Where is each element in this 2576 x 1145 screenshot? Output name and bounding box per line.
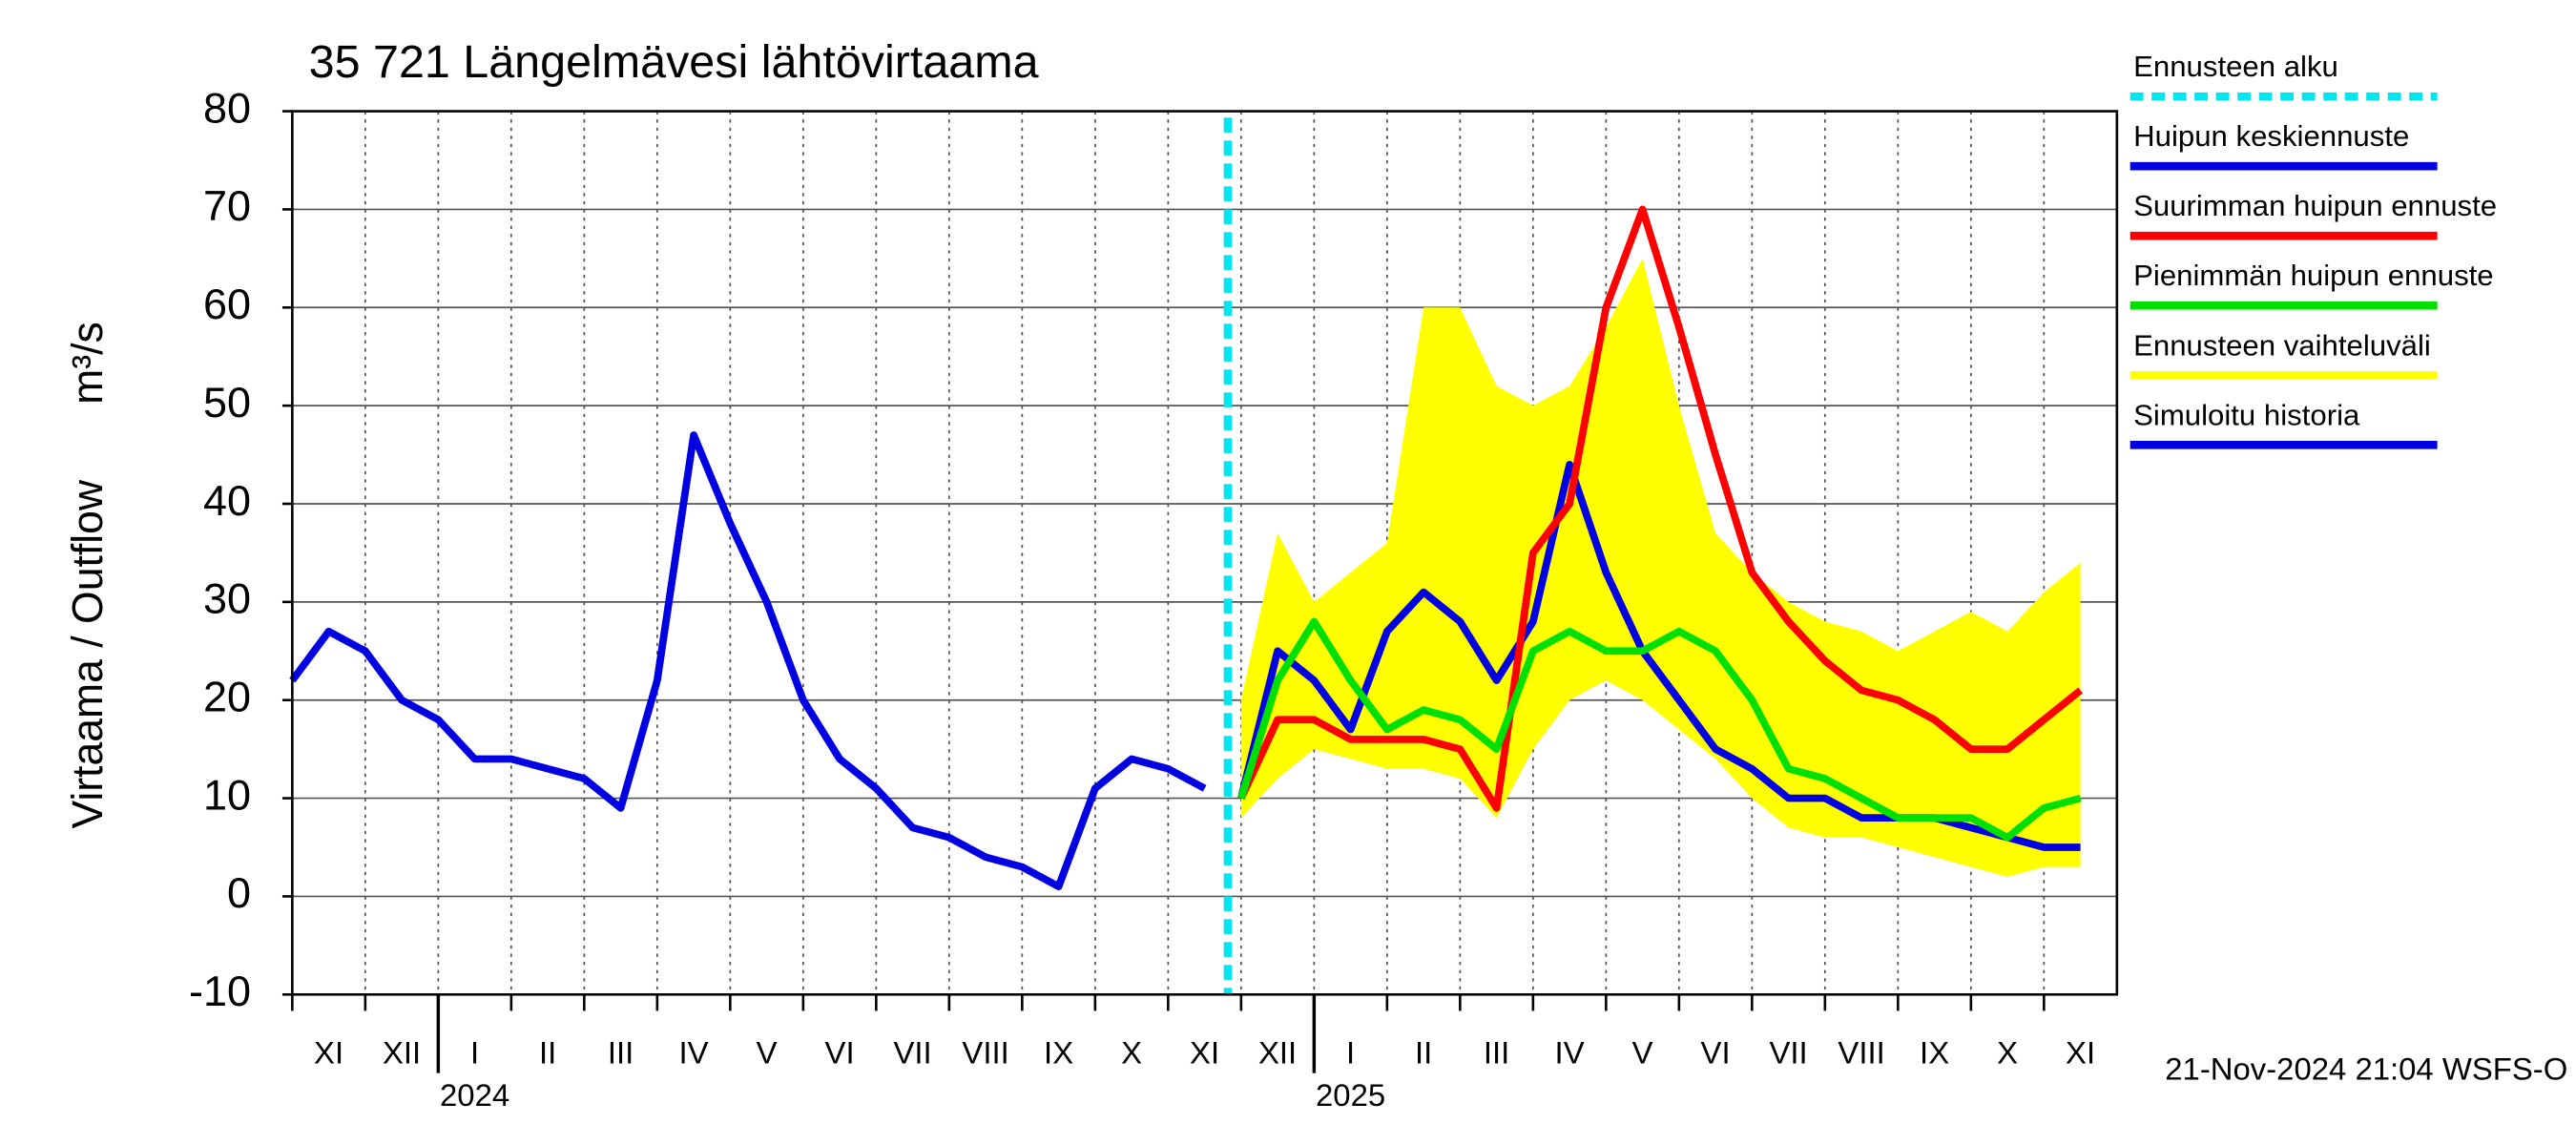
month-label: I	[1346, 1034, 1355, 1070]
timestamp: 21-Nov-2024 21:04 WSFS-O	[2165, 1051, 2567, 1087]
month-label: XII	[1258, 1034, 1297, 1070]
y-tick-label: 50	[203, 379, 251, 427]
chart-title: 35 721 Längelmävesi lähtövirtaama	[309, 36, 1039, 88]
y-tick-label: 0	[227, 869, 251, 917]
legend-label: Suurimman huipun ennuste	[2133, 189, 2497, 222]
y-tick-label: 10	[203, 772, 251, 820]
month-label: III	[608, 1034, 634, 1070]
month-label: III	[1484, 1034, 1509, 1070]
month-label: VII	[893, 1034, 931, 1070]
month-label: IX	[1920, 1034, 1949, 1070]
y-tick-label: 70	[203, 182, 251, 230]
legend-label: Pienimmän huipun ennuste	[2133, 259, 2493, 292]
year-label: 2025	[1316, 1077, 1385, 1113]
month-label: VIII	[1838, 1034, 1884, 1070]
month-label: VI	[1701, 1034, 1731, 1070]
month-label: XI	[314, 1034, 343, 1070]
y-tick-label: 40	[203, 477, 251, 525]
month-label: VIII	[962, 1034, 1008, 1070]
y-tick-label: 20	[203, 674, 251, 721]
month-label: XI	[1190, 1034, 1219, 1070]
y-tick-label: 80	[203, 85, 251, 133]
month-label: II	[539, 1034, 556, 1070]
month-label: XII	[383, 1034, 421, 1070]
plot-frame	[291, 110, 2119, 996]
month-label: VII	[1769, 1034, 1807, 1070]
month-label: VI	[825, 1034, 855, 1070]
month-label: V	[757, 1034, 778, 1070]
month-label: X	[1121, 1034, 1142, 1070]
y-tick-label: -10	[189, 968, 251, 1015]
y-axis-label: Virtaama / Outflow	[64, 479, 112, 828]
month-label: IV	[679, 1034, 709, 1070]
series-line	[1237, 205, 2084, 812]
month-label: IX	[1044, 1034, 1073, 1070]
series-line	[1237, 617, 2082, 842]
y-tick-label: 60	[203, 281, 251, 328]
legend-label: Huipun keskiennuste	[2133, 119, 2409, 153]
month-label: X	[1997, 1034, 2018, 1070]
year-label: 2024	[440, 1077, 509, 1113]
legend-label: Ennusteen vaihteluväli	[2133, 328, 2431, 362]
month-label: XI	[2066, 1034, 2095, 1070]
legend-label: Simuloitu historia	[2133, 398, 2360, 431]
month-label: I	[470, 1034, 479, 1070]
legend-label: Ennusteen alku	[2133, 50, 2338, 83]
y-axis-unit: m³/s	[64, 322, 112, 405]
month-label: V	[1632, 1034, 1653, 1070]
month-label: II	[1415, 1034, 1432, 1070]
month-label: IV	[1555, 1034, 1585, 1070]
forecast-band	[1240, 258, 2081, 877]
series-line	[289, 431, 1207, 890]
y-tick-label: 30	[203, 575, 251, 623]
